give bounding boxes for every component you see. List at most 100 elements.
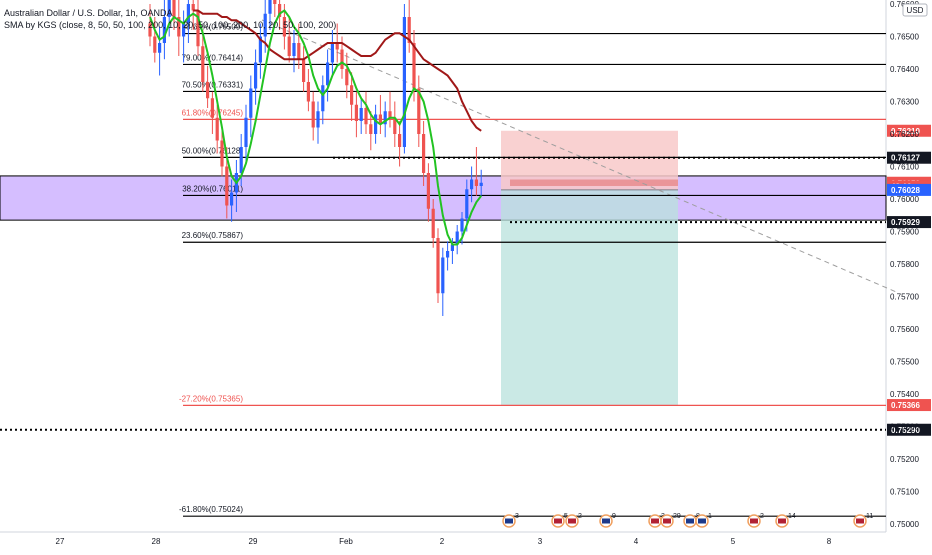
candle-body[interactable] xyxy=(383,111,387,125)
candle-body[interactable] xyxy=(340,49,344,70)
candle-body[interactable] xyxy=(268,0,272,14)
flag-icon xyxy=(778,518,786,524)
price-tick-label: 0.76200 xyxy=(890,130,919,139)
fib-level-label: 50.00%(0.76128) xyxy=(182,146,244,155)
candle-body[interactable] xyxy=(326,62,330,86)
candle-body[interactable] xyxy=(393,117,397,134)
candle-body[interactable] xyxy=(378,114,382,125)
flag-icon xyxy=(750,518,758,524)
candle-body[interactable] xyxy=(364,108,368,125)
candle-body[interactable] xyxy=(186,4,190,24)
event-count-label: 3 xyxy=(515,513,519,520)
currency-box[interactable] xyxy=(902,3,928,17)
price-label: 0.75366 xyxy=(891,401,920,410)
candle-body[interactable] xyxy=(244,117,248,147)
take-profit-zone[interactable] xyxy=(501,189,678,406)
candle-body[interactable] xyxy=(479,182,483,186)
candle-body[interactable] xyxy=(460,218,464,232)
candle-body[interactable] xyxy=(417,88,421,135)
price-tick-label: 0.76100 xyxy=(890,163,919,172)
event-count-label: 29 xyxy=(673,513,681,520)
candle-body[interactable] xyxy=(354,104,358,121)
candle-body[interactable] xyxy=(422,134,426,173)
candle-body[interactable] xyxy=(330,43,334,63)
candle-body[interactable] xyxy=(182,23,186,37)
flag-icon xyxy=(651,518,659,524)
candle-body[interactable] xyxy=(254,62,258,89)
price-label-box xyxy=(887,151,931,164)
candle-body[interactable] xyxy=(436,238,440,294)
candle-body[interactable] xyxy=(148,23,152,37)
price-label: 0.76210 xyxy=(891,127,920,136)
trend-line[interactable] xyxy=(261,19,899,294)
candle-body[interactable] xyxy=(311,101,315,128)
candle-body[interactable] xyxy=(374,114,378,135)
event-count-label: 2 xyxy=(578,513,582,520)
candle-body[interactable] xyxy=(249,88,253,118)
candle-body[interactable] xyxy=(350,85,354,105)
candle-body[interactable] xyxy=(258,36,262,63)
candle-body[interactable] xyxy=(359,108,363,121)
candle-body[interactable] xyxy=(172,0,176,17)
candle-body[interactable] xyxy=(210,98,214,118)
candle-body[interactable] xyxy=(446,251,450,258)
candle-body[interactable] xyxy=(474,179,478,187)
candle-body[interactable] xyxy=(278,4,282,17)
price-tick-label: 0.76400 xyxy=(890,65,919,74)
candle-body[interactable] xyxy=(196,10,200,47)
candle-body[interactable] xyxy=(441,257,445,294)
candle-body[interactable] xyxy=(158,43,162,53)
candle-body[interactable] xyxy=(282,17,286,37)
candle-body[interactable] xyxy=(191,4,195,11)
candle-body[interactable] xyxy=(297,43,301,60)
price-label: 0.75929 xyxy=(891,218,920,227)
candle-body[interactable] xyxy=(412,43,416,89)
candle-body[interactable] xyxy=(287,36,291,57)
time-tick-label: 5 xyxy=(731,537,736,546)
candle-body[interactable] xyxy=(201,46,205,82)
candle-body[interactable] xyxy=(206,82,210,99)
candle-body[interactable] xyxy=(426,173,430,209)
candle-body[interactable] xyxy=(335,43,339,50)
candle-body[interactable] xyxy=(450,244,454,252)
chart-title: Australian Dollar / U.S. Dollar, 1h, OAN… xyxy=(4,8,173,18)
candle-body[interactable] xyxy=(369,124,373,134)
price-tick-label: 0.76500 xyxy=(890,33,919,42)
candle-body[interactable] xyxy=(316,111,320,128)
candle-body[interactable] xyxy=(220,140,224,167)
candle-body[interactable] xyxy=(306,82,310,102)
candle-body[interactable] xyxy=(153,36,157,53)
time-tick-label: Feb xyxy=(339,537,353,546)
candle-body[interactable] xyxy=(321,85,325,112)
candle-body[interactable] xyxy=(215,117,219,141)
candle-body[interactable] xyxy=(225,166,229,206)
time-tick-label: 4 xyxy=(634,537,639,546)
candle-body[interactable] xyxy=(302,59,306,82)
candle-body[interactable] xyxy=(407,17,411,43)
price-tick-label: 0.75400 xyxy=(890,390,919,399)
candle-body[interactable] xyxy=(167,0,171,17)
candle-body[interactable] xyxy=(455,231,459,245)
candle-body[interactable] xyxy=(431,208,435,238)
candle-body[interactable] xyxy=(402,17,406,147)
candle-body[interactable] xyxy=(398,134,402,147)
fib-level-label: 23.60%(0.75867) xyxy=(182,231,244,240)
price-tick-label: 0.75700 xyxy=(890,293,919,302)
price-tick-label: 0.75300 xyxy=(890,423,919,432)
candle-body[interactable] xyxy=(292,43,296,56)
candle-body[interactable] xyxy=(177,17,181,37)
candle-body[interactable] xyxy=(230,192,234,206)
candle-body[interactable] xyxy=(345,69,349,86)
candle-body[interactable] xyxy=(263,13,267,37)
candle-body[interactable] xyxy=(470,179,474,190)
candle-body[interactable] xyxy=(162,17,166,43)
candle-body[interactable] xyxy=(465,189,469,219)
price-label: 0.76127 xyxy=(891,154,920,163)
price-tick-label: 0.75900 xyxy=(890,228,919,237)
flag-icon xyxy=(554,518,562,524)
candle-body[interactable] xyxy=(273,0,277,4)
candle-body[interactable] xyxy=(239,147,243,173)
candle-body[interactable] xyxy=(388,111,392,118)
